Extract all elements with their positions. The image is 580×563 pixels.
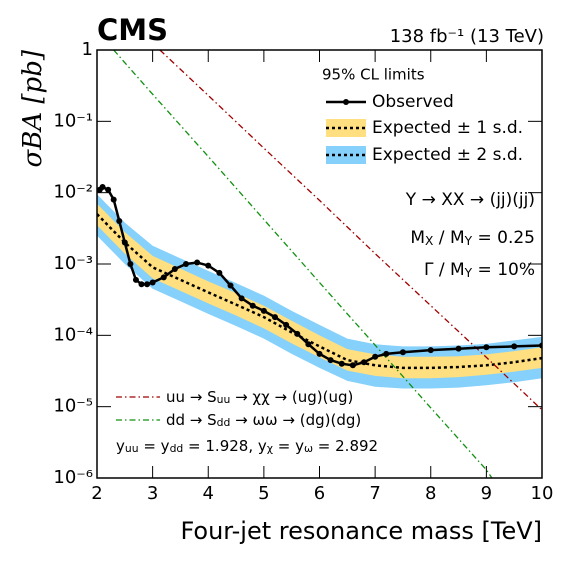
x-tick-label: 3 (147, 483, 158, 504)
y-tick-label: 10⁻² (53, 182, 93, 203)
annotation: Γ / MY = 10% (424, 260, 535, 280)
observed-point (316, 350, 323, 357)
y-tick-label: 10⁻³ (53, 253, 93, 274)
subscript: dd (217, 416, 231, 429)
text-part: = y (139, 437, 170, 455)
observed-point (105, 186, 112, 193)
observed-point (183, 261, 189, 267)
x-tick-label: 2 (91, 483, 102, 504)
observed-point (144, 281, 151, 288)
observed-point (171, 266, 178, 273)
observed-point (110, 196, 117, 203)
subscript: Y (464, 266, 473, 280)
text-part: = 0.25 (472, 228, 535, 248)
overlay: 2 3 4 5 6 7 8 9 10 10⁻⁶ 10⁻⁵ 10⁻⁴ 10⁻³ 10⁻² 10⁻¹ 1 Obser… (53, 39, 553, 504)
y-tick-label: 1 (82, 39, 93, 60)
plot-area (97, 50, 542, 478)
subscript: X (425, 234, 433, 248)
legend-label: uu → Suu → χχ → (ug)(ug) (166, 388, 353, 406)
x-tick-label: 7 (369, 483, 380, 504)
observed-point (305, 341, 312, 348)
annotation: MX / MY = 0.25 (410, 228, 535, 248)
observed-point (427, 347, 434, 354)
annotation: yuu = ydd = 1.928, yχ = yω = 2.892 (116, 437, 378, 455)
observed-point (194, 259, 201, 266)
observed-point (383, 350, 390, 357)
expected-line (97, 213, 542, 370)
observed-point (399, 349, 406, 356)
observed-point (121, 239, 128, 246)
observed-point (483, 344, 490, 351)
text-part: Y → XX → (jj)(jj) (405, 190, 535, 210)
text-part: Γ / M (424, 260, 465, 280)
theory-line (113, 50, 493, 478)
text-part: y (116, 437, 125, 455)
observed-point (283, 321, 290, 328)
observed-point (116, 218, 123, 225)
x-tick-label: 9 (481, 483, 492, 504)
y-tick-label: 10⁻⁴ (53, 324, 93, 345)
observed-point (149, 279, 156, 286)
observed-point (132, 276, 139, 283)
observed-point (511, 343, 518, 350)
observed-point (294, 330, 301, 337)
observed-point (361, 359, 367, 366)
observed-point (372, 353, 379, 360)
observed-point (205, 262, 212, 269)
y-tick-label: 10⁻⁶ (53, 467, 93, 488)
text-part: dd → S (166, 411, 217, 429)
subscript: uu (125, 442, 139, 455)
subscript: ω (304, 442, 313, 455)
subscript: χ (267, 442, 273, 455)
text-part: = 2.892 (313, 437, 378, 455)
subscript: Y (464, 234, 473, 248)
y-tick-label: 10⁻¹ (53, 110, 93, 131)
legend-label: Expected ± 2 s.d. (372, 145, 523, 165)
observed-point (138, 281, 145, 288)
legend-label: dd → Sdd → ωω → (dg)(dg) (166, 411, 361, 429)
text-part: → ωω → (dg)(dg) (230, 411, 361, 429)
observed-point (327, 357, 334, 364)
legend-title: 95% CL limits (322, 66, 425, 84)
x-tick-label: 6 (314, 483, 325, 504)
observed-point (349, 362, 356, 369)
text-part: = y (273, 437, 304, 455)
legend-symbol (343, 99, 349, 105)
observed-point (127, 261, 134, 267)
observed-point (455, 345, 462, 352)
observed-point (338, 360, 345, 367)
observed-point (260, 307, 267, 314)
observed-point (160, 274, 167, 281)
text-part: = 1.928, y (183, 437, 267, 455)
text-part: → χχ → (ug)(ug) (230, 388, 353, 406)
observed-point (216, 269, 223, 276)
x-axis-label: Four-jet resonance mass [TeV] (180, 517, 542, 545)
legend-label: Observed (372, 92, 454, 112)
observed-point (272, 314, 278, 321)
observed-point (99, 184, 106, 191)
band-1sd (97, 203, 542, 379)
subscript: uu (217, 393, 231, 406)
subscript: dd (170, 442, 184, 455)
text-part: / M (433, 228, 464, 248)
text-part: = 10% (472, 260, 535, 280)
annotation: Y → XX → (jj)(jj) (405, 190, 535, 210)
observed-point (227, 282, 234, 289)
observed-point (249, 302, 256, 309)
x-tick-label: 5 (258, 483, 269, 504)
subtitle: 138 fb⁻¹ (13 TeV) (390, 26, 544, 47)
observed-point (238, 295, 245, 302)
text-part: M (410, 228, 425, 248)
x-tick-label: 4 (203, 483, 214, 504)
text-part: uu → S (166, 388, 217, 406)
legend-label: Expected ± 1 s.d. (372, 118, 523, 138)
y-axis-label: σBA [pb] (18, 49, 48, 167)
x-tick-label: 8 (425, 483, 436, 504)
y-tick-label: 10⁻⁵ (53, 396, 93, 417)
x-tick-label: 10 (531, 483, 554, 504)
chart-title: CMS (97, 13, 168, 47)
